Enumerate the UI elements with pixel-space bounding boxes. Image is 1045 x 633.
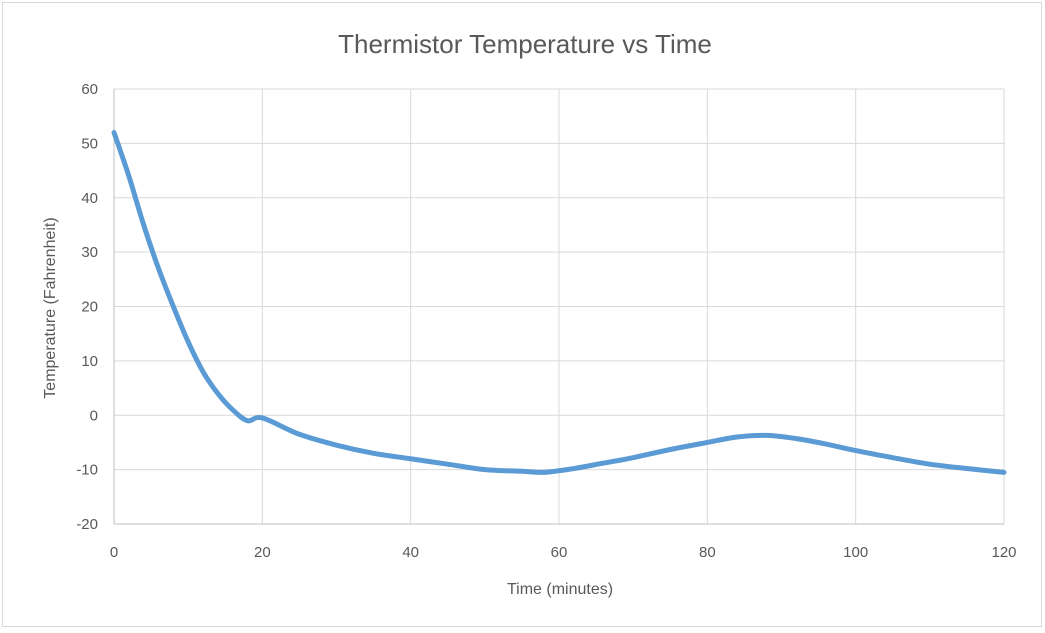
grid-lines bbox=[113, 88, 1005, 525]
y-tick-label: -10 bbox=[76, 462, 98, 479]
x-tick-label: 20 bbox=[254, 544, 271, 561]
y-tick-label: 30 bbox=[81, 244, 98, 261]
y-tick-label: 50 bbox=[81, 135, 98, 152]
x-axis-label: Time (minutes) bbox=[507, 581, 613, 598]
y-tick-label: 60 bbox=[81, 81, 98, 98]
series-line bbox=[111, 130, 1007, 475]
x-tick-label: 40 bbox=[402, 544, 419, 561]
y-tick-label: 10 bbox=[81, 353, 98, 370]
line-chart: Thermistor Temperature vs Time 60 50 40 30 2… bbox=[42, 29, 1017, 598]
x-tick-label: 80 bbox=[699, 544, 716, 561]
y-tick-label: -20 bbox=[76, 516, 98, 533]
y-tick-label: 40 bbox=[81, 190, 98, 207]
x-tick-label: 120 bbox=[991, 544, 1016, 561]
x-tick-label: 100 bbox=[843, 544, 868, 561]
y-tick-label: 0 bbox=[90, 407, 98, 424]
axes bbox=[113, 89, 1004, 525]
y-axis-label: Temperature (Fahrenheit) bbox=[42, 217, 59, 398]
chart-title: Thermistor Temperature vs Time bbox=[338, 29, 712, 59]
x-tick-label: 60 bbox=[551, 544, 568, 561]
x-tick-label: 0 bbox=[110, 544, 118, 561]
y-tick-label: 20 bbox=[81, 299, 98, 316]
